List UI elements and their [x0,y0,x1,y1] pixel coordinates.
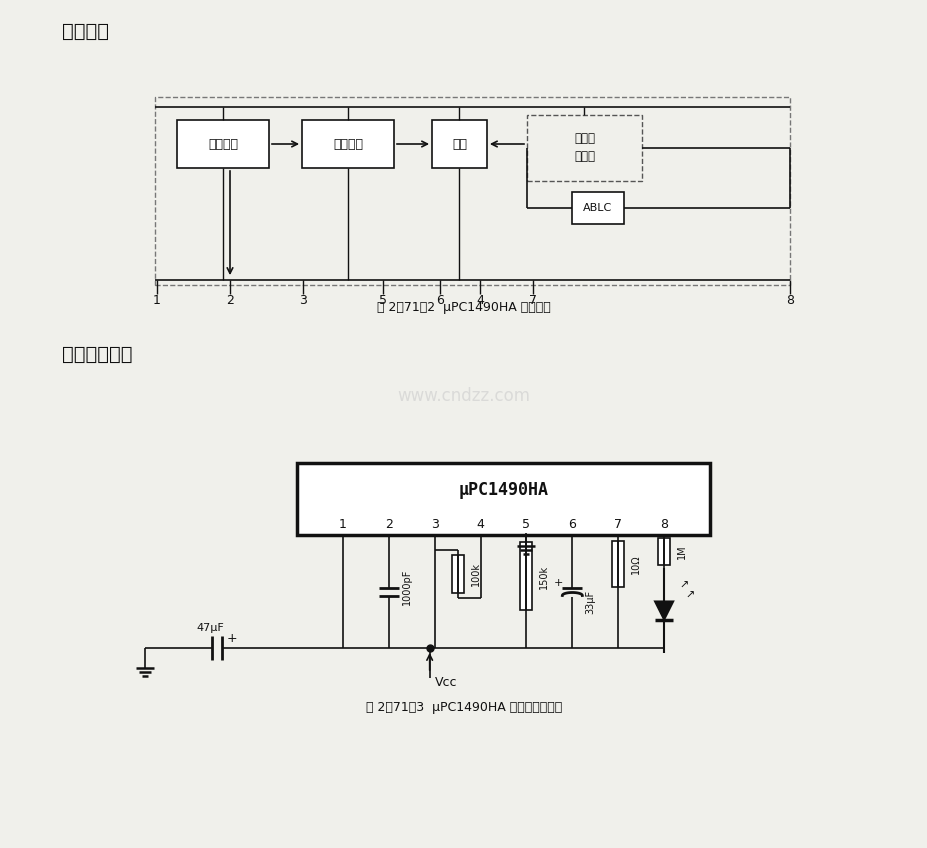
Bar [155,97,789,285]
Bar [432,120,487,168]
Bar [657,538,669,565]
Text: 检测电路: 检测电路 [333,137,362,150]
Text: 6: 6 [436,293,443,306]
Text: 逻辑框图: 逻辑框图 [62,22,108,41]
Text: 3: 3 [430,518,438,532]
Text: 2: 2 [385,518,392,532]
Text: +: + [226,632,237,644]
Text: 47μF: 47μF [196,623,223,633]
Text: 1000pF: 1000pF [401,568,412,605]
Text: 1M: 1M [677,544,686,559]
Bar [451,555,464,594]
Text: 3: 3 [298,293,307,306]
Text: 8: 8 [659,518,667,532]
Text: www.cndzz.com: www.cndzz.com [397,387,530,405]
Text: ABLC: ABLC [583,203,612,213]
Text: 4: 4 [476,293,483,306]
Text: 图 2－71－3  μPC1490HA 典型应用电路图: 图 2－71－3 μPC1490HA 典型应用电路图 [365,701,562,715]
Text: μPC1490HA: μPC1490HA [458,482,548,499]
Bar [612,541,624,587]
Text: 150k: 150k [539,565,549,589]
Bar [297,463,709,535]
Text: 6: 6 [567,518,576,532]
Text: 33μF: 33μF [585,589,595,614]
Text: 限幅放: 限幅放 [574,132,594,146]
Text: 8: 8 [785,293,794,306]
Bar [527,115,641,181]
Text: 1: 1 [338,518,347,532]
Text: ↗: ↗ [685,591,694,601]
Bar [520,542,532,610]
Bar [177,120,269,168]
Text: 1: 1 [153,293,160,306]
Text: 7: 7 [528,293,537,306]
Text: 带通: 带通 [451,137,466,150]
Text: 整形电路: 整形电路 [208,137,237,150]
Text: 大电路: 大电路 [574,150,594,164]
Bar [571,192,623,224]
Text: 4: 4 [476,518,484,532]
Polygon shape [654,601,672,620]
Text: 图 2－71－2  μPC1490HA 逻辑框图: 图 2－71－2 μPC1490HA 逻辑框图 [376,302,551,315]
Text: 2: 2 [226,293,234,306]
Text: 100k: 100k [470,562,480,586]
Text: 5: 5 [378,293,387,306]
Text: ↗: ↗ [679,581,688,591]
Text: 10Ω: 10Ω [630,555,641,574]
Text: 7: 7 [614,518,621,532]
Text: Vcc: Vcc [434,677,457,689]
Text: 典型应用电路: 典型应用电路 [62,345,133,364]
Bar [301,120,394,168]
Text: +: + [553,578,563,589]
Text: 5: 5 [522,518,530,532]
